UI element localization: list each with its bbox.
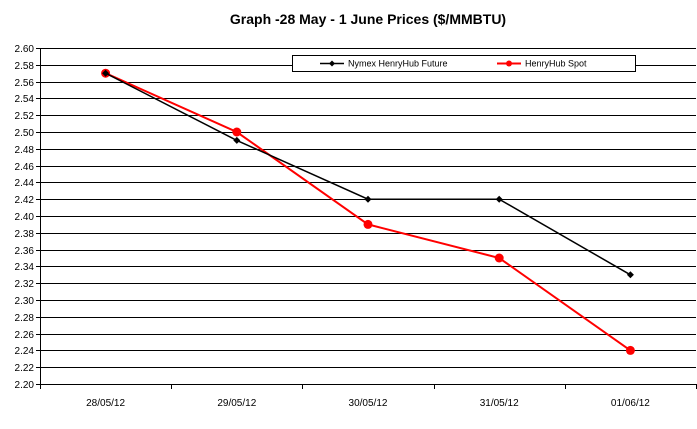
y-tick-label: 2.56 [15,78,35,89]
y-tick-label: 2.28 [15,313,35,324]
y-tick-label: 2.34 [15,262,35,273]
axes: 2.20 2.22 2.24 2.26 2.28 2.30 2.32 2.34 2.36 2.38… [15,44,697,409]
y-tick-label: 2.50 [15,128,35,139]
x-tick-label: 01/06/12 [611,398,650,409]
x-tick-label: 31/05/12 [480,398,519,409]
series-line [105,72,631,276]
data-point [625,345,635,355]
data-point [495,195,503,203]
y-tick-label: 2.60 [15,44,35,55]
data-point [233,136,241,144]
y-tick-label: 2.46 [15,162,35,173]
data-point [494,253,504,263]
y-tick-label: 2.32 [15,279,35,290]
legend: Nymex HenryHub Future HenryHub Spot [292,55,636,72]
chart-title: Graph -28 May - 1 June Prices ($/MMBTU) [230,11,506,27]
legend-swatch-marker [329,60,335,67]
series-lines [101,68,635,355]
y-tick-label: 2.24 [15,346,35,357]
y-tick-label: 2.44 [15,178,35,189]
x-tick-label: 29/05/12 [217,398,256,409]
series-line [105,72,631,352]
y-tick-label: 2.42 [15,195,35,206]
legend-entry: Nymex HenryHub Future [348,59,448,69]
data-point [102,69,110,77]
legend-box [292,55,636,72]
legend-swatch-marker [506,60,512,67]
y-tick-label: 2.58 [15,61,35,72]
data-point [626,271,634,279]
x-tick-label: 30/05/12 [349,398,388,409]
y-tick-label: 2.30 [15,296,35,307]
data-point [364,195,372,203]
y-tick-label: 2.36 [15,246,35,257]
data-point [232,127,242,137]
data-point [363,219,373,229]
gridlines [40,48,696,385]
x-tick-label: 28/05/12 [86,398,125,409]
y-tick-label: 2.40 [15,212,35,223]
y-tick-label: 2.52 [15,111,35,122]
y-tick-label: 2.20 [15,380,35,391]
y-tick-label: 2.26 [15,330,35,341]
y-tick-label: 2.48 [15,145,35,156]
y-tick-label: 2.38 [15,229,35,240]
y-tick-label: 2.22 [15,363,35,374]
y-tick-label: 2.54 [15,94,35,105]
legend-entry: HenryHub Spot [525,59,587,69]
